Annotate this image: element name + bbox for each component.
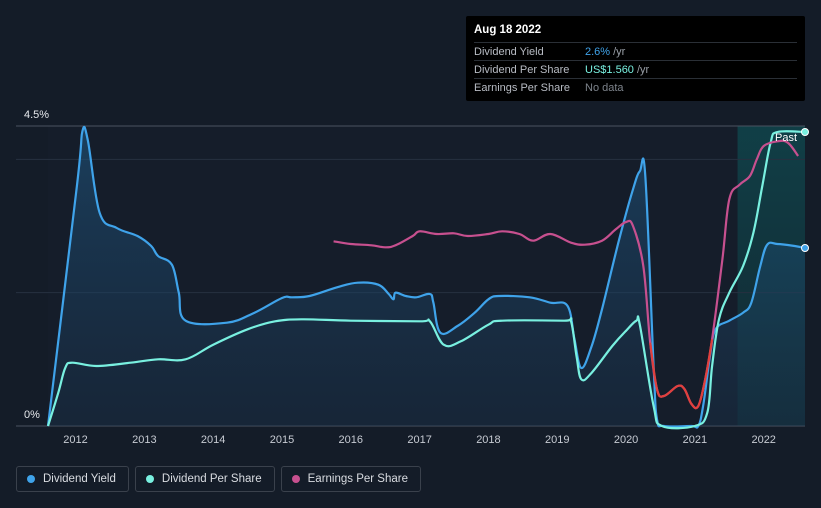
legend-item-dividend-per-share[interactable]: Dividend Per Share [134, 466, 275, 492]
legend-item-earnings-per-share[interactable]: Earnings Per Share [280, 466, 421, 492]
tooltip-value: No data [585, 81, 624, 94]
y-tick-label: 4.5% [24, 109, 49, 121]
tooltip-label: Earnings Per Share [474, 81, 570, 94]
tooltip-date: Aug 18 2022 [474, 24, 542, 36]
past-label: Past [775, 132, 797, 144]
legend-label: Dividend Per Share [161, 473, 262, 485]
x-tick-label: 2017 [407, 434, 431, 446]
tooltip-label: Dividend Yield [474, 45, 544, 58]
tooltip-row-dividend-per-share: Dividend Per Share US$1.560/yr [474, 60, 797, 78]
tooltip-row-earnings-per-share: Earnings Per Share No data [474, 78, 797, 96]
legend-dot-icon [27, 475, 35, 483]
x-tick-label: 2013 [132, 434, 156, 446]
y-tick-label: 0% [24, 409, 40, 421]
legend-dot-icon [291, 475, 300, 483]
x-tick-label: 2020 [614, 434, 638, 446]
dividend-per-share-line [46, 130, 806, 430]
data-tooltip: Aug 18 2022 Dividend Yield 2.6%/yr Divid… [466, 16, 805, 101]
legend-label: Earnings Per Share [307, 473, 408, 485]
earnings-per-share-negative-segment [649, 339, 714, 410]
dividend-yield-line [46, 125, 806, 429]
legend-dot-icon [145, 475, 154, 483]
legend-item-dividend-yield[interactable]: Dividend Yield [16, 466, 129, 492]
x-tick-label: 2018 [476, 434, 500, 446]
x-tick-label: 2022 [751, 434, 775, 446]
x-tick-label: 2019 [545, 434, 569, 446]
x-tick-label: 2015 [270, 434, 294, 446]
dividend-yield-area [48, 126, 805, 428]
x-tick-label: 2016 [339, 434, 363, 446]
tooltip-row-dividend-yield: Dividend Yield 2.6%/yr [474, 42, 797, 60]
earnings-per-share-line [333, 139, 799, 410]
tooltip-label: Dividend Per Share [474, 63, 570, 76]
x-tick-label: 2012 [63, 434, 87, 446]
dividend-per-share-end-marker [801, 128, 809, 136]
x-tick-label: 2014 [201, 434, 225, 446]
tooltip-value: US$1.560 [585, 63, 634, 76]
dividend-yield-end-marker [801, 244, 809, 252]
legend-label: Dividend Yield [43, 473, 116, 485]
tooltip-value: 2.6% [585, 45, 611, 58]
tooltip-unit: /yr [636, 63, 650, 76]
x-tick-label: 2021 [683, 434, 707, 446]
chart-legend: Dividend Yield Dividend Per Share Earnin… [16, 466, 421, 492]
tooltip-unit: /yr [613, 45, 626, 58]
